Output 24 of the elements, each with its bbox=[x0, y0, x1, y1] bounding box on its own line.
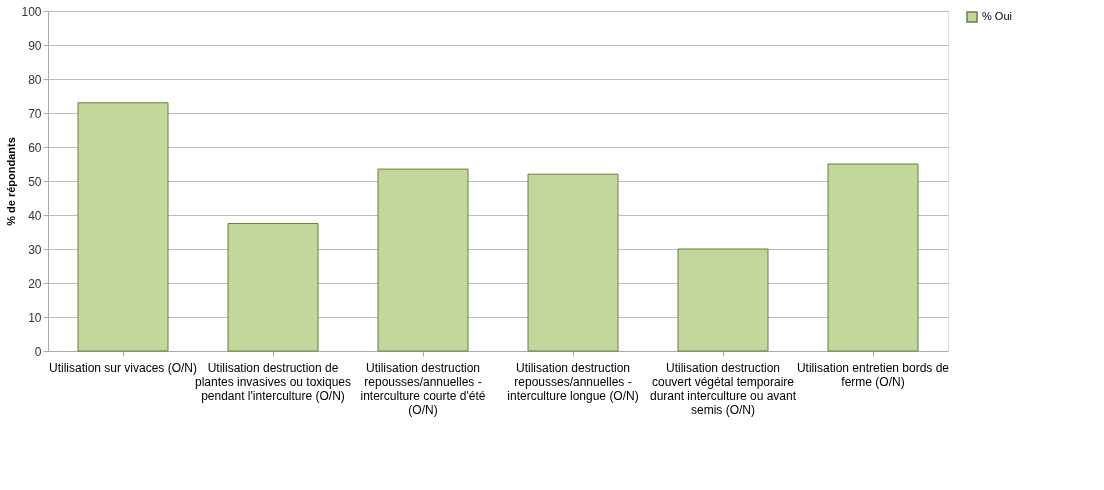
y-tick-label: 0 bbox=[34, 344, 42, 359]
y-tick-label: 30 bbox=[28, 242, 42, 257]
y-tick-label: 10 bbox=[28, 310, 42, 325]
bar bbox=[827, 163, 919, 352]
y-tick-label: 70 bbox=[28, 106, 42, 121]
bar bbox=[377, 168, 469, 352]
legend-label: % Oui bbox=[982, 10, 1012, 22]
bar bbox=[77, 102, 169, 352]
y-tick-label: 100 bbox=[21, 4, 42, 19]
y-tick-label: 50 bbox=[28, 174, 42, 189]
x-tick-label: Utilisation destruction repousses/annuelles - interculture longue (O/N) bbox=[507, 360, 639, 403]
y-tick-label: 20 bbox=[28, 276, 42, 291]
y-axis-title: % de répondants bbox=[5, 137, 18, 226]
y-tick-label: 60 bbox=[28, 140, 42, 155]
x-tick-label: Utilisation destruction repousses/annuelles - interculture courte d'été (O/N) bbox=[360, 360, 486, 417]
x-tick-label: Utilisation entretien bords de ferme (O/N) bbox=[796, 360, 950, 389]
x-tick-label: Utilisation destruction couvert végétal temporaire durant interculture ou avant semis (O/N) bbox=[649, 360, 797, 417]
y-tick-label: 40 bbox=[28, 208, 42, 223]
bar bbox=[677, 248, 769, 352]
y-tick-label: 90 bbox=[28, 38, 42, 53]
bar bbox=[227, 223, 319, 352]
bar bbox=[527, 173, 619, 352]
x-tick-label: Utilisation sur vivaces (O/N) bbox=[48, 360, 198, 375]
y-tick-label: 80 bbox=[28, 72, 42, 87]
